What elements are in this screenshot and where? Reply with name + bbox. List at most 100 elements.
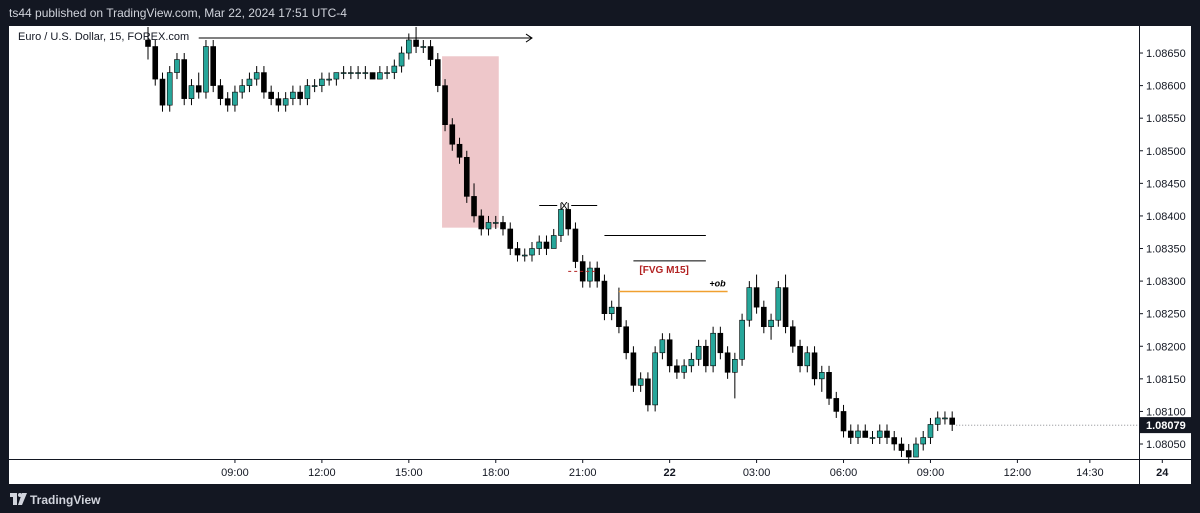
candle-down <box>797 345 803 367</box>
candlestick-chart[interactable]: 1.08650 1.08600 1.08550 1.08500 1.08450 1.084… <box>8 25 1192 485</box>
candle-down <box>449 124 456 145</box>
candle-down <box>159 78 166 106</box>
time-tick-label: 06:00 <box>830 467 858 479</box>
candle-down <box>891 437 898 445</box>
candle-down <box>478 215 485 230</box>
candle-down <box>181 59 188 99</box>
candle-down <box>427 46 434 60</box>
candle-down <box>833 398 840 412</box>
candle-up <box>166 72 173 106</box>
price-tick-label: 1.08600 <box>1146 81 1186 93</box>
candle-down <box>195 85 202 93</box>
candle-up <box>232 91 238 106</box>
chart-border <box>8 25 1192 485</box>
candle-up <box>869 437 876 439</box>
candle-down <box>369 72 376 80</box>
candle-down <box>884 430 890 438</box>
candle-up <box>246 78 253 86</box>
price-tick-label: 1.08100 <box>1146 406 1186 418</box>
candle-down <box>413 39 419 47</box>
chart-frame[interactable]: 1.08650 1.08600 1.08550 1.08500 1.08450 1.084… <box>8 25 1192 485</box>
candle-down <box>152 46 159 80</box>
candle-up <box>942 417 948 420</box>
candle-up <box>282 98 289 106</box>
candle-up <box>492 222 499 224</box>
last-price-tag <box>1140 417 1191 434</box>
candle-down <box>862 430 869 438</box>
candle-up <box>420 46 427 48</box>
candle-down <box>594 267 600 282</box>
candle-down <box>601 280 608 314</box>
candle-down <box>623 326 629 354</box>
candle-up <box>355 72 361 74</box>
candle-down <box>463 156 470 197</box>
candle-down <box>811 352 818 380</box>
candle-down <box>210 46 217 86</box>
price-tick-label: 1.08050 <box>1146 439 1186 451</box>
candle-up <box>876 430 883 438</box>
candle-down <box>514 248 521 256</box>
candle-down <box>847 430 854 438</box>
publish-header: ts44 published on TradingView.com, Mar 2… <box>0 0 1200 25</box>
candle-up <box>406 39 412 54</box>
candle-down <box>261 72 267 93</box>
candle-up <box>333 72 340 80</box>
candle-down <box>674 365 680 373</box>
candle-up <box>637 378 644 386</box>
candle-up <box>652 352 658 406</box>
candle-up <box>710 332 716 367</box>
candle-down <box>442 85 448 126</box>
candle-up <box>804 352 811 367</box>
candle-up <box>818 372 825 380</box>
time-tick-label: 24 <box>1156 467 1169 479</box>
candle-up <box>188 85 195 99</box>
candle-down <box>217 85 224 99</box>
price-tick-label: 1.08150 <box>1146 374 1186 386</box>
candle-down <box>724 352 731 373</box>
candle-down <box>905 450 912 458</box>
candle-down <box>507 228 514 249</box>
candle-up <box>311 85 318 87</box>
time-tick-label: 18:00 <box>482 467 510 479</box>
candle-up <box>326 78 332 81</box>
fvg-label: [FVG M15] <box>639 265 688 276</box>
ob-label: +ob <box>709 279 726 289</box>
time-tick-label: 12:00 <box>308 467 336 479</box>
candle-up <box>739 319 745 360</box>
candle-up <box>558 209 564 236</box>
candle-down <box>790 326 796 347</box>
candle-up <box>174 59 180 73</box>
candle-up <box>319 78 325 86</box>
time-tick-label: 14:30 <box>1076 467 1104 479</box>
candle-down <box>471 196 477 217</box>
candle-up <box>927 424 934 438</box>
candle-up <box>934 417 941 425</box>
price-tick-label: 1.08350 <box>1146 244 1186 256</box>
candle-up <box>253 72 260 80</box>
publish-info: ts44 published on TradingView.com, Mar 2… <box>9 6 347 20</box>
candle-up <box>746 287 753 321</box>
x-label: X <box>561 201 569 213</box>
tradingview-logo-icon <box>10 493 27 505</box>
candle-down <box>224 98 231 106</box>
price-tick-label: 1.08500 <box>1146 146 1186 158</box>
candle-up <box>384 72 390 74</box>
candle-up <box>391 65 398 73</box>
candle-up <box>587 267 593 282</box>
candle-up <box>681 365 687 373</box>
price-tick-label: 1.08300 <box>1146 276 1186 288</box>
candle-down <box>666 339 673 367</box>
candle-down <box>616 306 622 328</box>
candle-up <box>290 91 296 99</box>
candle-down <box>500 222 506 230</box>
candle-down <box>565 209 572 230</box>
candle-up <box>913 443 919 458</box>
time-tick-label: 15:00 <box>395 467 423 479</box>
candle-down <box>268 91 274 99</box>
candle-down <box>717 332 724 354</box>
candle-down <box>703 345 709 367</box>
candle-up <box>340 72 347 74</box>
candle-up <box>536 241 543 249</box>
candle-down <box>826 372 832 399</box>
candle-down <box>297 91 303 99</box>
